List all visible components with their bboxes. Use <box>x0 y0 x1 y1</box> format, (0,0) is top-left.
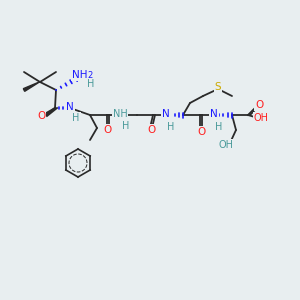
Text: N: N <box>66 102 74 112</box>
Text: H: H <box>122 121 130 131</box>
Text: O: O <box>255 100 263 110</box>
Text: H: H <box>87 79 95 89</box>
Text: O: O <box>197 127 205 137</box>
Text: S: S <box>215 82 221 92</box>
Text: H: H <box>167 122 175 132</box>
Text: 2: 2 <box>87 70 93 80</box>
Text: O: O <box>37 111 45 121</box>
Text: NH: NH <box>72 70 88 80</box>
Text: O: O <box>147 125 155 135</box>
Polygon shape <box>23 82 40 91</box>
Text: H: H <box>215 122 223 132</box>
Text: N: N <box>162 109 170 119</box>
Text: NH: NH <box>112 109 128 119</box>
Text: OH: OH <box>218 140 233 150</box>
Text: OH: OH <box>254 113 268 123</box>
Text: H: H <box>72 113 80 123</box>
Text: N: N <box>210 109 218 119</box>
Text: O: O <box>104 125 112 135</box>
